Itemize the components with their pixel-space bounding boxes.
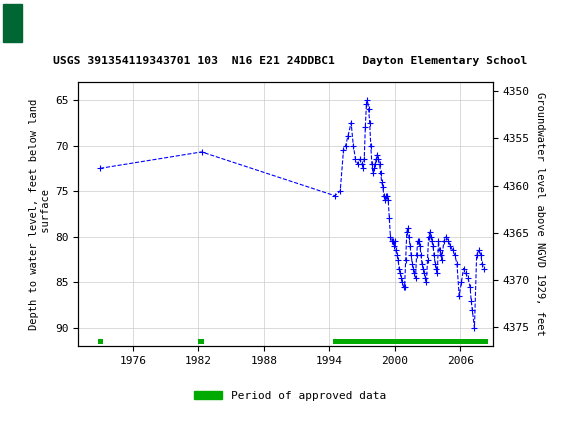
FancyBboxPatch shape: [3, 3, 73, 42]
Bar: [332, 339, 488, 344]
Y-axis label: Depth to water level, feet below land
 surface: Depth to water level, feet below land su…: [30, 98, 51, 329]
Bar: [198, 339, 204, 344]
FancyBboxPatch shape: [3, 3, 22, 42]
Bar: [98, 339, 103, 344]
Text: USGS: USGS: [44, 14, 111, 31]
Text: USGS 391354119343701 103  N16 E21 24DDBC1    Dayton Elementary School: USGS 391354119343701 103 N16 E21 24DDBC1…: [53, 56, 527, 66]
Legend: Period of approved data: Period of approved data: [190, 386, 390, 405]
Y-axis label: Groundwater level above NGVD 1929, feet: Groundwater level above NGVD 1929, feet: [535, 92, 545, 336]
